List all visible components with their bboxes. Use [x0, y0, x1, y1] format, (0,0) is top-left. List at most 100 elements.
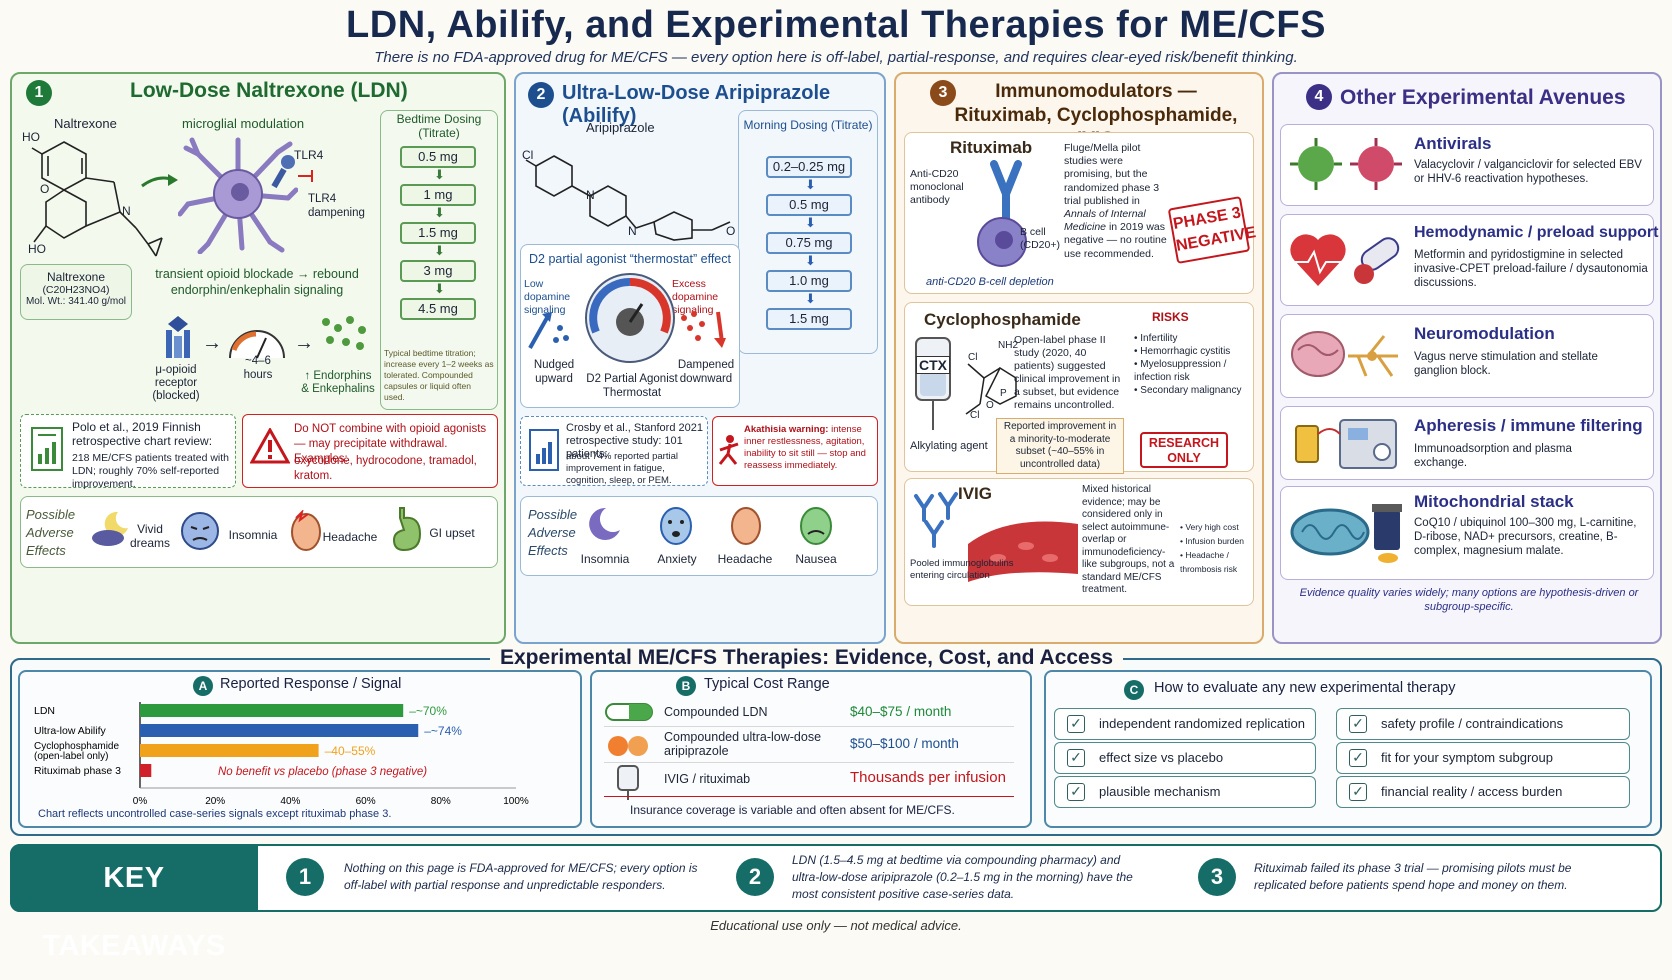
restless-figure-icon: [718, 435, 739, 465]
blockade-text: transient opioid blockade → rebound endo…: [155, 267, 359, 297]
ivig-risk-text: Infusion burden: [1185, 536, 1244, 546]
down-arrow-icon: ⬇: [805, 177, 816, 192]
cyclophosphamide-structure-icon: [965, 363, 1017, 415]
category-label: Cyclophosphamide: [34, 741, 119, 752]
cl-label: Cl: [522, 148, 534, 162]
rituximab-text-b: in 2019 was negative — no routine use re…: [1064, 221, 1167, 260]
tlr4-dampening-label: TLR4 dampening: [308, 193, 365, 219]
checklist-text: effect size vs placebo: [1099, 750, 1224, 765]
headache-icon: [731, 507, 761, 545]
cost-note: Insurance coverage is variable and often…: [630, 803, 955, 817]
cyclophosphamide-title: Cyclophosphamide: [924, 310, 1081, 329]
checklist-item: ✓ effect size vs placebo: [1054, 742, 1316, 774]
low-dopamine-label: Low dopamine signaling: [524, 278, 571, 316]
checklist-item: ✓ fit for your symptom subgroup: [1336, 742, 1630, 774]
adverse-effect: Anxiety: [657, 552, 697, 566]
receptor-icon: [166, 316, 190, 358]
moon-cloud-icon: [92, 511, 128, 546]
takeaway-text: Nothing on this page is FDA-approved for…: [344, 861, 698, 892]
dosing-note: Typical bedtime titration; increase ever…: [384, 348, 494, 402]
up-arrow-dots-icon: [528, 312, 569, 349]
adverse-effect: Headache: [322, 530, 378, 544]
dampened-label: Dampened downward: [677, 359, 735, 385]
endorphins-label: ↑ Endorphins & Enkephalins: [301, 370, 375, 395]
takeaways-label: KEY TAKEAWAYS: [10, 844, 258, 962]
x-tick-label: 20%: [205, 796, 225, 806]
divider: [604, 796, 1014, 797]
insomnia-face-icon: [181, 512, 219, 550]
down-arrow-icon: ⬇: [434, 281, 445, 296]
response-bar-chart: 0% 20% 40% 60% 80% 100% LDN –~70% Ultra-low Abil…: [34, 702, 529, 806]
down-arrow-icon: ⬇: [805, 291, 816, 306]
ivig-risk-text: Very high cost: [1185, 522, 1239, 532]
no-benefit-label: No benefit vs placebo (phase 3 negative): [218, 766, 427, 778]
immunoglobulin-icon: [914, 492, 958, 548]
excess-dopamine-label: Excess dopamine signaling: [672, 278, 719, 316]
dose-step: 0.5 mg: [400, 146, 476, 168]
warning-examples: oxycodone, hydrocodone, tramadol, kratom…: [294, 455, 477, 482]
endorphin-icon: [322, 316, 366, 350]
risk-text: Myelosuppression / infection risk: [1134, 359, 1227, 383]
warning-icon: [250, 428, 290, 464]
microglia-icon: [178, 137, 298, 254]
avenue-title: Apheresis / immune filtering: [1414, 416, 1643, 435]
takeaway-number: 1: [286, 858, 324, 896]
down-arrow-icon: ⬇: [434, 243, 445, 258]
arrow-right-icon: [141, 174, 178, 188]
ho-label-2: HO: [28, 242, 46, 256]
aripiprazole-structure-icon: [525, 155, 731, 241]
cost-range: $40–$75 / month: [850, 704, 951, 719]
gauge-icon: [229, 330, 285, 359]
mol-weight: Mol. Wt.: 341.40 g/mol: [25, 296, 127, 307]
heart-pill-icon: [1290, 234, 1400, 286]
molecule-label: Aripiprazole: [586, 120, 655, 135]
molecule-label: Naltrexone: [54, 116, 117, 131]
panel-title: Other Experimental Avenues: [1340, 86, 1626, 109]
ldn-study-detail: 218 ME/CFS patients treated with LDN; ro…: [72, 452, 229, 490]
formula-name: Naltrexone: [46, 270, 106, 284]
checkbox-icon: ✓: [1067, 749, 1085, 767]
bar-value-label: –~70%: [409, 704, 447, 718]
ctx-label: CTX: [916, 356, 950, 374]
ivig-risk: • Headache / thrombosis risk: [1180, 550, 1238, 574]
formula: (C20H23NO4): [42, 284, 110, 296]
x-tick-label: 80%: [431, 796, 451, 806]
pills-icon: [608, 736, 648, 756]
down-arrow-icon: ⬇: [434, 205, 445, 220]
document-chart-icon: [529, 429, 559, 471]
cyclophosphamide-note: Reported improvement in a minority-to-mo…: [996, 418, 1124, 474]
moon-icon: [589, 507, 620, 540]
risk-item: • Infertility: [1134, 333, 1178, 344]
n-label: N: [586, 188, 595, 202]
risk-item: • Secondary malignancy: [1134, 385, 1242, 396]
research-only-badge: RESEARCH ONLY: [1140, 432, 1228, 468]
nudged-label: Nudged upward: [533, 359, 575, 385]
checkbox-icon: ✓: [1349, 749, 1367, 767]
risk-text: Infertility: [1140, 333, 1178, 344]
dose-step: 1 mg: [400, 184, 476, 206]
avenue-card: [1280, 124, 1654, 206]
adverse-effects-heading: Possible Adverse Effects: [26, 507, 76, 558]
rituximab-caption: anti-CD20 B-cell depletion: [926, 276, 1054, 288]
cyclophosphamide-text: Open-label phase II study (2020, 40 pati…: [1014, 334, 1121, 411]
takeaway-text: LDN (1.5–4.5 mg at bedtime via compoundi…: [792, 853, 1133, 901]
cost-title: Typical Cost Range: [704, 676, 830, 692]
mechanism-label: microglial modulation: [182, 116, 305, 131]
cl-label-2: Cl: [970, 410, 980, 421]
risk-item: • Hemorrhagic cystitis: [1134, 346, 1231, 357]
cost-value: $40–$75: [850, 704, 903, 719]
abilify-panel: 2 Ultra-Low-Dose Aripiprazole (Abilify) …: [514, 72, 886, 644]
risks-title: RISKS: [1152, 310, 1189, 324]
checkbox-icon: ✓: [1067, 715, 1085, 733]
cost-box: [590, 670, 1032, 828]
avenue-text: Immunoadsorption and plasma exchange.: [1414, 443, 1572, 469]
o-label: O: [726, 224, 736, 238]
chart-bar: [140, 744, 319, 757]
rituximab-title: Rituximab: [950, 138, 1033, 157]
ldn-panel: 1 Low-Dose Naltrexone (LDN) Naltrexone H…: [10, 72, 506, 644]
risk-text: Secondary malignancy: [1140, 385, 1242, 396]
dose-step: 0.5 mg: [766, 194, 852, 216]
checklist-text: financial reality / access burden: [1381, 784, 1563, 799]
panel-number: 2: [528, 82, 554, 108]
nausea-face-icon: [800, 507, 832, 545]
